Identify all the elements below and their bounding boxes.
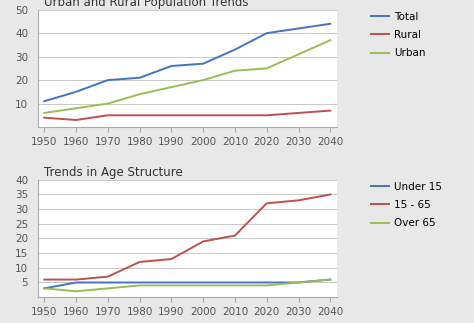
Total xyxy=(232,48,238,52)
Rural xyxy=(232,113,238,117)
Rural xyxy=(137,113,143,117)
15 - 65 xyxy=(41,278,47,282)
Line: Rural: Rural xyxy=(44,110,330,120)
Urban xyxy=(137,92,143,96)
Under 15 xyxy=(73,281,79,285)
Rural xyxy=(169,113,174,117)
Urban xyxy=(73,106,79,110)
Urban xyxy=(169,85,174,89)
15 - 65 xyxy=(328,193,333,196)
Legend: Total, Rural, Urban: Total, Rural, Urban xyxy=(366,7,429,62)
Total xyxy=(41,99,47,103)
Rural xyxy=(328,109,333,112)
Over 65 xyxy=(296,281,301,285)
15 - 65 xyxy=(137,260,143,264)
Urban xyxy=(201,78,206,82)
Total xyxy=(264,31,270,35)
Rural xyxy=(41,116,47,120)
Under 15 xyxy=(328,278,333,282)
Over 65 xyxy=(328,278,333,282)
15 - 65 xyxy=(264,201,270,205)
Rural xyxy=(73,118,79,122)
15 - 65 xyxy=(169,257,174,261)
Legend: Under 15, 15 - 65, Over 65: Under 15, 15 - 65, Over 65 xyxy=(366,177,446,233)
Over 65 xyxy=(232,284,238,287)
15 - 65 xyxy=(232,234,238,237)
15 - 65 xyxy=(201,239,206,243)
Under 15 xyxy=(41,287,47,290)
Line: 15 - 65: 15 - 65 xyxy=(44,194,330,280)
15 - 65 xyxy=(73,278,79,282)
Rural xyxy=(201,113,206,117)
Rural xyxy=(264,113,270,117)
Urban xyxy=(328,38,333,42)
Over 65 xyxy=(169,284,174,287)
Total xyxy=(73,90,79,94)
Urban xyxy=(232,69,238,73)
Text: Trends in Age Structure: Trends in Age Structure xyxy=(44,166,182,179)
Under 15 xyxy=(105,281,111,285)
Line: Under 15: Under 15 xyxy=(44,280,330,288)
Text: Urban and Rural Population Trends: Urban and Rural Population Trends xyxy=(44,0,248,8)
Line: Total: Total xyxy=(44,24,330,101)
Urban xyxy=(41,111,47,115)
Under 15 xyxy=(169,281,174,285)
Over 65 xyxy=(41,287,47,290)
15 - 65 xyxy=(105,275,111,278)
Over 65 xyxy=(105,287,111,290)
Under 15 xyxy=(264,281,270,285)
Total xyxy=(137,76,143,80)
Line: Over 65: Over 65 xyxy=(44,280,330,291)
Under 15 xyxy=(232,281,238,285)
Over 65 xyxy=(73,289,79,293)
Urban xyxy=(105,102,111,106)
Urban xyxy=(264,67,270,70)
Urban xyxy=(296,52,301,56)
Over 65 xyxy=(137,284,143,287)
Total xyxy=(296,26,301,30)
Total xyxy=(328,22,333,26)
Over 65 xyxy=(201,284,206,287)
Under 15 xyxy=(137,281,143,285)
Rural xyxy=(105,113,111,117)
Line: Urban: Urban xyxy=(44,40,330,113)
Total xyxy=(169,64,174,68)
Total xyxy=(201,62,206,66)
Under 15 xyxy=(201,281,206,285)
15 - 65 xyxy=(296,198,301,202)
Under 15 xyxy=(296,281,301,285)
Rural xyxy=(296,111,301,115)
Over 65 xyxy=(264,284,270,287)
Total xyxy=(105,78,111,82)
